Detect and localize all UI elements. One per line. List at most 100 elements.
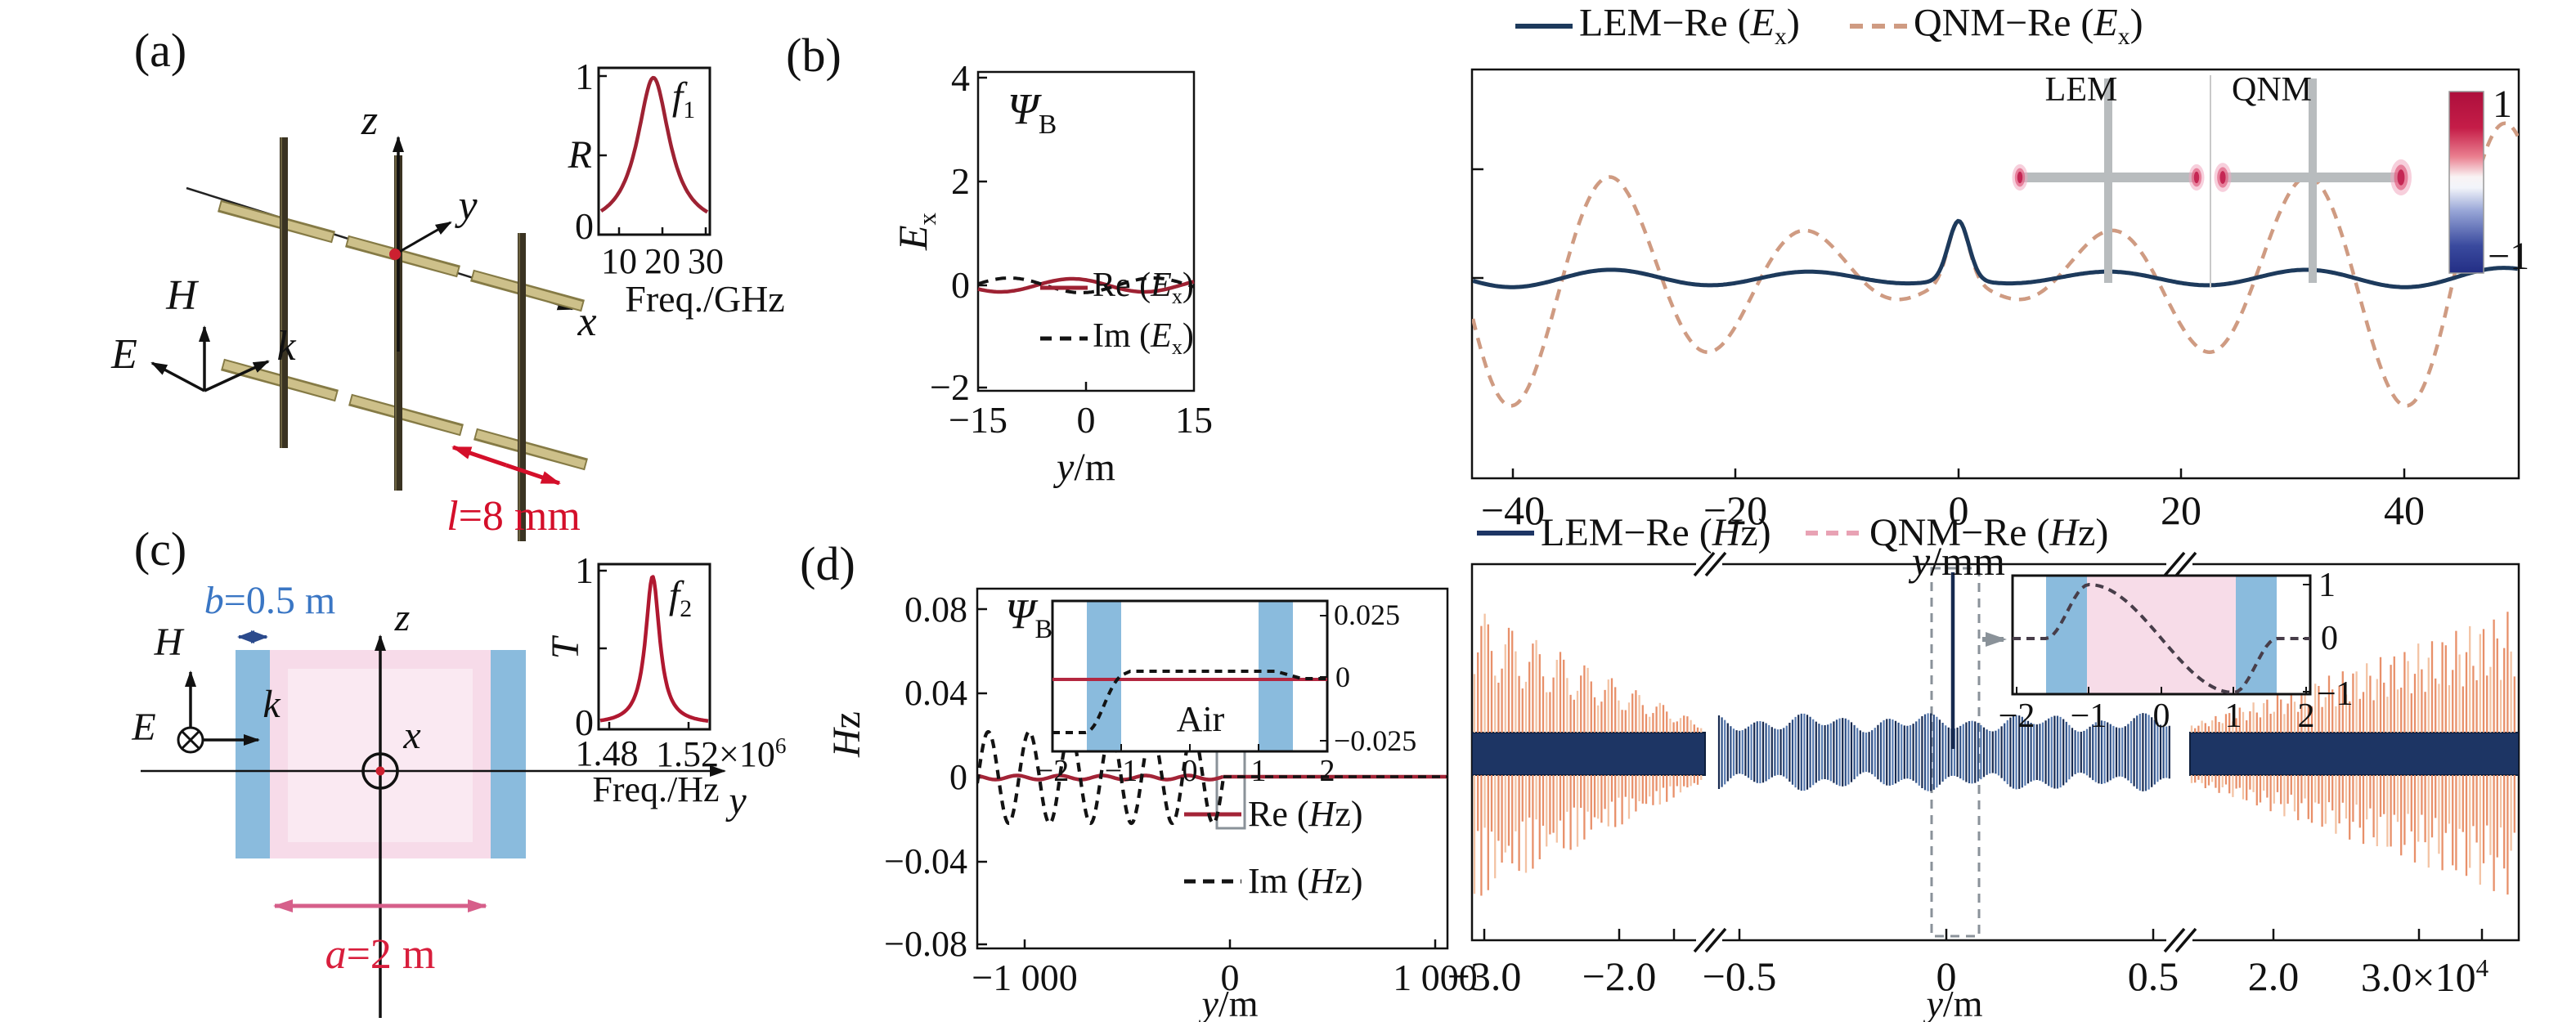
d-xlabel: y/m — [1201, 983, 1259, 1022]
b-xtick-m15: −15 — [949, 399, 1008, 441]
b-right-xtick-m20: −20 — [1703, 487, 1768, 533]
b-right-xtick-40: 40 — [2384, 487, 2425, 533]
b-field-annotation: ΨB — [1007, 84, 1057, 141]
d-left-inset — [1051, 599, 1329, 753]
d-right-inset-xtick-1: 1 — [2224, 697, 2242, 735]
d-inset-xtick-m1: −1 — [1104, 754, 1138, 788]
panel-c-label: (c) — [133, 522, 187, 576]
c-b-dimension-label: b=0.5 m — [204, 579, 336, 622]
d-left-curves — [977, 729, 1447, 826]
d-right-xlabel: y/m — [1926, 983, 1983, 1022]
d-right-xtick-0: 0 — [1936, 953, 1957, 999]
d-xtick-1000: 1 000 — [1393, 957, 1478, 998]
d-right-xtick-30e4: 3.0×104 — [2360, 953, 2489, 1000]
panel-b-label: (b) — [786, 29, 841, 82]
panel-a-label: (a) — [133, 24, 187, 77]
d-right-xtick-05: 0.5 — [2127, 953, 2179, 999]
d-legend-re-label: Re (Hz) — [1248, 794, 1363, 834]
d-ytick-008: 0.08 — [904, 589, 967, 630]
d-inset-xtick-2: 2 — [1319, 754, 1335, 788]
a-vector-H-label: H — [166, 272, 197, 319]
c-inset-ylabel: T — [544, 637, 587, 660]
b-xlabel: y/m — [1057, 446, 1115, 489]
b-inset-lem-label: LEM — [2044, 71, 2118, 109]
c-vector-k-label: k — [263, 683, 280, 726]
d-right-content — [1472, 572, 2519, 896]
b-right-curves — [1472, 121, 2519, 408]
d-right-xtick-m05: −0.5 — [1702, 953, 1777, 999]
d-ytick-004: 0.04 — [904, 673, 967, 713]
d-xtick-0: 0 — [1220, 957, 1240, 998]
a-inset-xtick-30: 30 — [688, 241, 724, 281]
d-right-inset-xtick-m2: −2 — [1998, 697, 2035, 735]
b-ytick-2: 2 — [951, 160, 970, 202]
d-right-xtick-m30: −3.0 — [1447, 953, 1522, 999]
c-inset-xtick-148: 1.48 — [575, 733, 639, 773]
b-right-inset — [2012, 75, 2484, 288]
d-inset-ymax-label: 0.025 — [1334, 598, 1400, 631]
d-inset-xtick-1: 1 — [1250, 754, 1267, 788]
c-vector-H-label: H — [154, 621, 183, 664]
b-right-xtick-0: 0 — [1948, 487, 1969, 533]
panel-d-label: (d) — [800, 537, 855, 590]
d-inset-yzero-label: 0 — [1335, 661, 1350, 693]
b-legend-re-label: Re (Ex) — [1093, 266, 1194, 309]
c-inset-peak-label: f2 — [668, 573, 693, 622]
d-right-xtick-20: 2.0 — [2247, 953, 2300, 999]
b-ytick-m2: −2 — [930, 366, 970, 408]
d-right-xtick-m20: −2.0 — [1582, 953, 1657, 999]
b-xtick-15: 15 — [1175, 399, 1213, 441]
b-ytick-4: 4 — [951, 57, 970, 99]
a-rod-structure — [150, 136, 588, 541]
c-axis-z-label: z — [394, 596, 411, 639]
c-inset-ymin-label: 0 — [575, 702, 594, 743]
a-vector-E-label: E — [111, 331, 137, 378]
d-inset-xtick-0: 0 — [1182, 754, 1198, 788]
a-inset-xtick-10: 10 — [601, 241, 637, 281]
b-right-xlabel: y/mm — [1912, 538, 2005, 584]
b-legend-im-label: Im (Ex) — [1093, 316, 1194, 360]
d-inset-xtick-m2: −2 — [1035, 754, 1070, 788]
d-inset-air-label: Air — [1176, 699, 1225, 739]
c-a-dimension-label: a=2 m — [325, 931, 436, 978]
d-right-inset-ytick-m1: −1 — [2317, 675, 2354, 713]
b-ylabel: Ex — [890, 212, 941, 251]
a-axis-z-label: z — [361, 97, 379, 144]
a-inset-plot — [597, 66, 711, 236]
a-inset-ymin-label: 0 — [575, 205, 594, 247]
d-field-annotation: ΨB — [1004, 591, 1053, 644]
c-inset-xlabel: Freq./Hz — [592, 769, 720, 809]
d-ylabel: Hz — [825, 711, 868, 757]
d-ytick-m004: −0.04 — [884, 841, 967, 881]
c-inset-xtick-152: 1.52×106 — [656, 733, 787, 774]
a-inset-xtick-20: 20 — [644, 241, 680, 281]
b-left-plot — [976, 70, 1196, 392]
c-inset-ymax-label: 1 — [575, 549, 594, 591]
a-inset-xlabel: Freq./GHz — [625, 278, 785, 320]
a-inset-ylabel: R — [568, 133, 592, 177]
b-colorbar-min-label: −1 — [2488, 235, 2530, 278]
b-inset-qnm-label: QNM — [2231, 71, 2313, 109]
a-inset-ymax-label: 1 — [575, 56, 594, 97]
a-inset-peak-label: f1 — [671, 74, 696, 123]
b-right-legend-qnm-label: QNM−Re (Ex) — [1914, 1, 2143, 50]
d-ytick-m008: −0.08 — [884, 924, 967, 964]
a-rod-length-label: l=8 mm — [447, 493, 581, 540]
d-right-inset-xtick-2: 2 — [2297, 697, 2315, 735]
b-right-xtick-20: 20 — [2161, 487, 2201, 533]
d-right-inset-ytick-0: 0 — [2321, 620, 2338, 657]
d-ytick-0: 0 — [949, 757, 967, 797]
d-right-legend-qnm-label: QNM−Re (Hz) — [1869, 511, 2109, 554]
b-right-plot — [1470, 24, 2520, 480]
c-slab-structure — [141, 630, 726, 1018]
d-right-legend-lem-label: LEM−Re (Hz) — [1541, 511, 1771, 554]
d-legend-im-label: Im (Hz) — [1248, 861, 1363, 901]
b-ytick-0: 0 — [951, 264, 970, 306]
d-right-inset-ytick-1: 1 — [2318, 567, 2336, 604]
b-colorbar-max-label: 1 — [2493, 83, 2512, 126]
c-axis-y-label: y — [729, 779, 747, 823]
d-right-inset-xtick-0: 0 — [2152, 697, 2170, 735]
c-vector-E-label: E — [132, 706, 156, 749]
c-inset-plot — [597, 563, 711, 731]
